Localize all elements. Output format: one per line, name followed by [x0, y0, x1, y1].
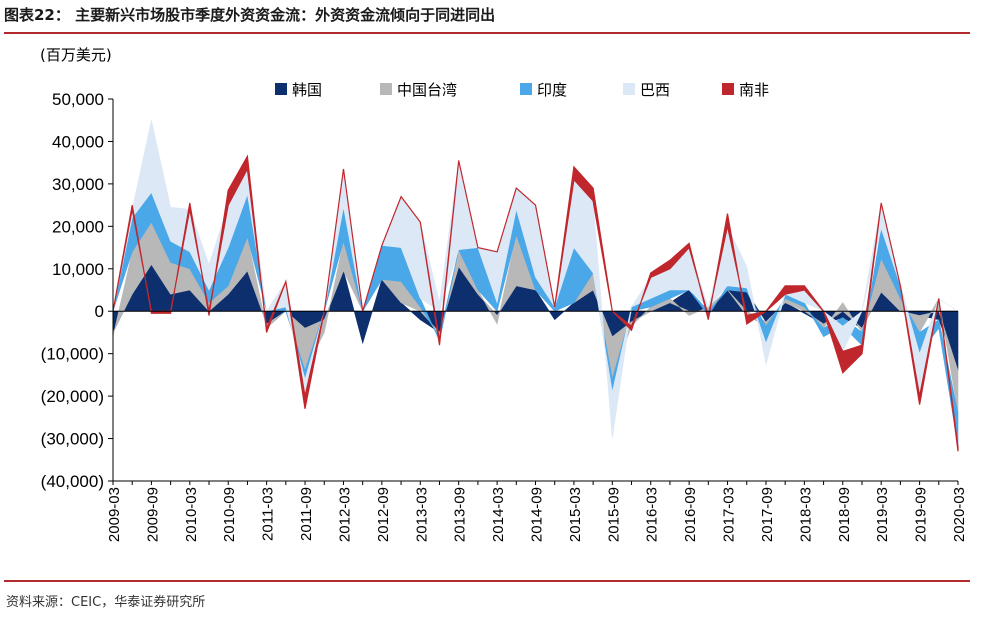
x-tick-label: 2009-09	[144, 487, 161, 542]
x-tick-label: 2019-03	[874, 487, 891, 542]
source-rule	[4, 580, 970, 582]
y-tick-label: (30,000)	[41, 430, 104, 449]
legend-swatch	[722, 83, 734, 95]
legend-swatch	[380, 83, 392, 95]
x-tick-label: 2011-09	[298, 487, 315, 541]
x-tick-label: 2018-03	[797, 487, 814, 542]
legend: 韩国 中国台湾 印度 巴西 南非	[275, 81, 769, 99]
x-tick-label: 2013-03	[413, 487, 430, 542]
legend-swatch	[275, 83, 287, 95]
x-tick-label: 2016-03	[644, 487, 661, 542]
figure-title: 图表22： 主要新兴市场股市季度外资资金流：外资资金流倾向于同进同出	[4, 6, 496, 24]
legend-label: 印度	[537, 81, 567, 99]
y-tick-label: 50,000	[52, 90, 104, 109]
x-tick-label: 2014-09	[529, 487, 546, 542]
x-tick-label: 2012-03	[336, 487, 353, 542]
plot-areas	[112, 120, 959, 452]
y-tick-label: 40,000	[52, 132, 104, 151]
x-axis: 2009-03 2009-09 2010-03 2010-09 2011-03 2011-…	[106, 310, 968, 542]
y-tick-label: (40,000)	[41, 472, 104, 491]
source-note: 资料来源：CEIC，华泰证券研究所	[6, 595, 206, 610]
x-tick-label: 2015-03	[567, 487, 584, 542]
y-tick-label: (20,000)	[41, 387, 104, 406]
legend-label: 巴西	[640, 81, 670, 99]
legend-swatch	[520, 83, 532, 95]
x-tick-label: 2019-09	[913, 487, 930, 542]
x-tick-label: 2012-09	[375, 487, 392, 542]
unit-label: (百万美元)	[40, 46, 112, 64]
x-tick-label: 2014-03	[490, 487, 507, 542]
x-tick-label: 2018-09	[836, 487, 853, 542]
legend-label: 南非	[739, 81, 769, 99]
legend-label: 中国台湾	[397, 81, 457, 99]
legend-label: 韩国	[292, 81, 322, 99]
y-tick-label: 0	[95, 302, 104, 321]
x-tick-label: 2009-03	[106, 487, 123, 542]
x-tick-label: 2020-03	[951, 487, 968, 542]
y-tick-label: (10,000)	[41, 345, 104, 364]
x-tick-label: 2013-09	[452, 487, 469, 542]
x-tick-label: 2015-09	[605, 487, 622, 542]
y-tick-label: 20,000	[52, 217, 104, 236]
x-tick-label: 2010-03	[183, 487, 200, 542]
series-area-5	[112, 154, 959, 452]
x-tick-label: 2017-09	[759, 487, 776, 542]
legend-swatch	[623, 83, 635, 95]
x-tick-label: 2011-03	[260, 487, 277, 541]
y-tick-label: 30,000	[52, 175, 104, 194]
x-tick-label: 2010-09	[221, 487, 238, 542]
x-tick-label: 2016-09	[682, 487, 699, 542]
x-tick-label: 2017-03	[721, 487, 738, 542]
y-tick-label: 10,000	[52, 260, 104, 279]
y-axis: 50,000 40,000 30,000 20,000 10,000 0 (10,000) (…	[41, 90, 114, 491]
title-rule	[4, 32, 970, 34]
